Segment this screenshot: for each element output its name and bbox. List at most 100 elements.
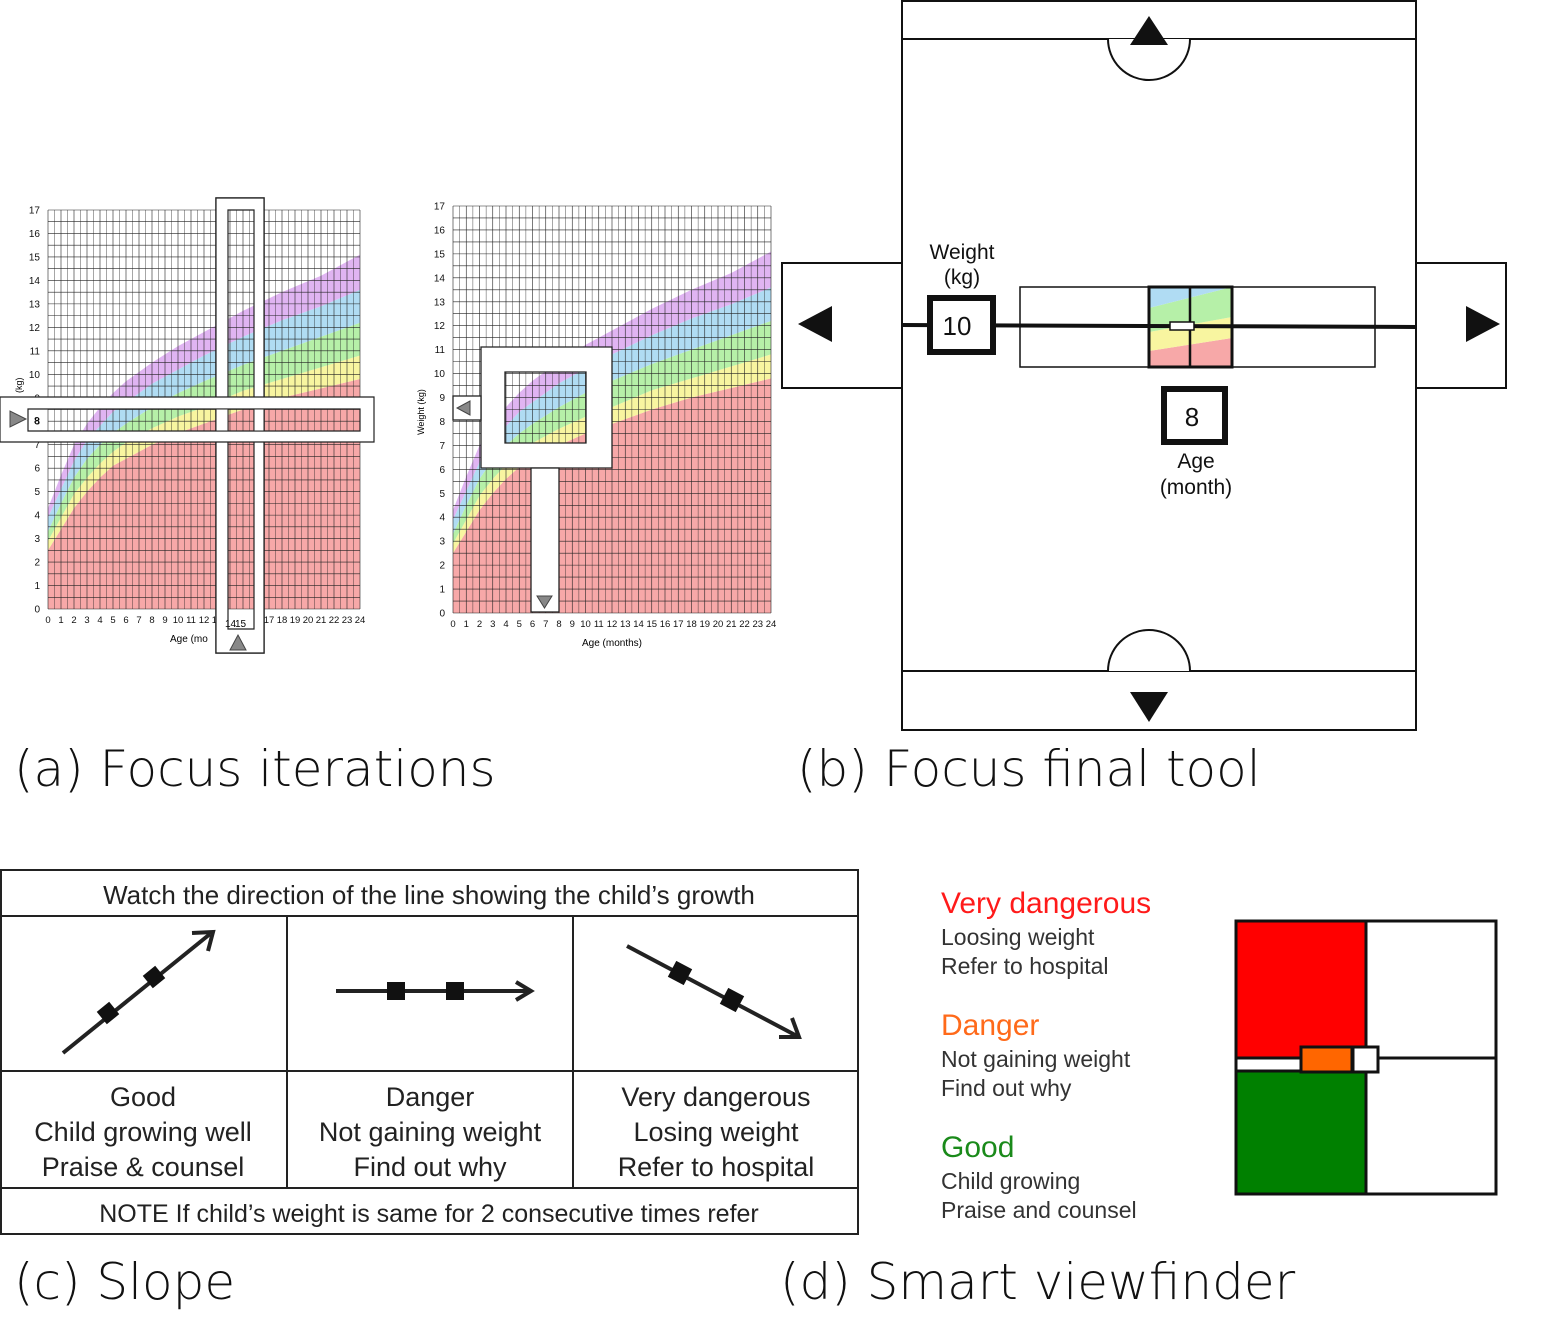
age-label-line1: Age — [1177, 450, 1214, 473]
slope-very-dangerous-line3: Refer to hospital — [618, 1152, 815, 1182]
tool-up-arrow-icon[interactable] — [1130, 16, 1168, 45]
c1-xtick-8: 8 — [149, 615, 154, 626]
c2-xtick-8: 8 — [556, 619, 561, 630]
c1-xtick-9: 9 — [162, 615, 167, 626]
c1-xtick-22: 22 — [329, 615, 340, 626]
c1-ytick-17: 17 — [29, 206, 41, 217]
smart-viewfinder[interactable] — [1236, 921, 1496, 1194]
c2-ytick-4: 4 — [439, 513, 445, 524]
c1-xtick-19: 19 — [290, 615, 301, 626]
c1-xtick-21: 21 — [316, 615, 327, 626]
chart2: 01234567891011121314151617 0 1 2 3 4 5 6 7 8 9 10 1… — [416, 202, 776, 650]
c2-xtick-20: 20 — [713, 619, 724, 630]
tool-left-panel[interactable] — [782, 263, 902, 388]
tool-age-marker — [1170, 322, 1194, 330]
c1-xtick-0: 0 — [45, 615, 50, 626]
c2-xtick-6: 6 — [530, 619, 535, 630]
c1-xtick-1: 1 — [58, 615, 63, 626]
chart1-cross-center-fill — [216, 409, 228, 431]
c1-ytick-10: 10 — [29, 370, 41, 381]
c1-xtick-18: 18 — [277, 615, 288, 626]
legend-very-dangerous-line1: Loosing weight — [941, 924, 1095, 950]
good-arrow-line — [63, 934, 210, 1053]
c2-xtick-9: 9 — [570, 619, 575, 630]
c1-ytick-13: 13 — [29, 299, 41, 310]
legend-very-dangerous-line2: Refer to hospital — [941, 953, 1108, 979]
c2-ytick-13: 13 — [434, 297, 446, 308]
c1-ytick-2: 2 — [34, 558, 40, 569]
c1-xtick-2: 2 — [71, 615, 76, 626]
slope-danger-line2: Not gaining weight — [319, 1117, 542, 1147]
very-dangerous-arrow-line — [627, 946, 797, 1036]
c2-ytick-11: 11 — [435, 345, 446, 356]
legend-very-dangerous-title: Very dangerous — [941, 887, 1151, 920]
weight-label-line2: (kg) — [944, 266, 980, 289]
c1-xtick-3: 3 — [84, 615, 89, 626]
legend-good-line1: Child growing — [941, 1168, 1080, 1194]
danger-marker-1 — [387, 982, 405, 1000]
chart2-x-axis-label: Age (months) — [582, 638, 642, 649]
tool-down-arrow-icon[interactable] — [1130, 692, 1168, 722]
slope-very-dangerous-line2: Losing weight — [633, 1117, 799, 1147]
c1-ytick-15: 15 — [29, 252, 41, 263]
c2-xtick-23: 23 — [752, 619, 763, 630]
c1-ytick-6: 6 — [34, 464, 40, 475]
c2-xtick-24: 24 — [766, 619, 777, 630]
c2-ytick-9: 9 — [439, 393, 445, 404]
chart1-cross-center-fill-right — [254, 409, 264, 431]
c2-xtick-1: 1 — [464, 619, 469, 630]
c2-ytick-2: 2 — [439, 561, 445, 572]
c2-xtick-10: 10 — [580, 619, 591, 630]
caption-d: (d) Smart viewfinder — [780, 1253, 1295, 1311]
legend-good-line2: Praise and counsel — [941, 1197, 1137, 1223]
c1-xtick-11: 11 — [186, 615, 196, 626]
c2-ytick-3: 3 — [439, 537, 445, 548]
focus-final-tool: Weight (kg) 10 8 Age (month) — [782, 1, 1506, 730]
c2-ytick-14: 14 — [434, 273, 446, 284]
c2-xtick-4: 4 — [503, 619, 508, 630]
c2-ytick-5: 5 — [439, 489, 445, 500]
c1-xtick-10: 10 — [173, 615, 184, 626]
c2-ytick-15: 15 — [434, 249, 446, 260]
c2-xtick-12: 12 — [607, 619, 618, 630]
chart2-y-axis-label: Weight (kg) — [416, 389, 426, 435]
caption-b: (b) Focus final tool — [797, 740, 1261, 798]
c1-xtick-5: 5 — [110, 615, 115, 626]
c1-xtick-12: 12 — [199, 615, 210, 626]
c2-xtick-22: 22 — [739, 619, 750, 630]
viewfinder-top-right-quadrant — [1366, 921, 1496, 1058]
viewfinder-red-quadrant — [1236, 921, 1366, 1058]
slope-note: NOTE If child’s weight is same for 2 con… — [99, 1200, 759, 1228]
chart1-x-ticks: 0123456789101112131718192021222324 — [45, 615, 365, 626]
chart2-vertical-rail[interactable] — [531, 468, 559, 612]
slope-table: Watch the direction of the line showing … — [1, 870, 858, 1234]
chart2-x-ticks: 0 1 2 3 4 5 6 7 8 9 10 11 12 13 14 15 16 17 18 19 20 21 22 23 24 — [450, 619, 776, 630]
viewfinder-bottom-right-quadrant — [1366, 1058, 1496, 1194]
c1-ytick-14: 14 — [29, 276, 41, 287]
c1-xtick-6: 6 — [123, 615, 128, 626]
c1-ytick-4: 4 — [34, 511, 40, 522]
slope-good-line2: Child growing well — [34, 1117, 252, 1147]
age-value: 8 — [1185, 402, 1199, 432]
c2-ytick-7: 7 — [439, 441, 445, 452]
c2-ytick-10: 10 — [434, 369, 446, 380]
c2-xtick-16: 16 — [660, 619, 671, 630]
c1-ytick-3: 3 — [34, 534, 40, 545]
c2-xtick-3: 3 — [490, 619, 495, 630]
viewfinder-green-quadrant — [1236, 1071, 1366, 1194]
c2-ytick-12: 12 — [434, 321, 446, 332]
legend-danger-line2: Find out why — [941, 1075, 1072, 1101]
danger-marker-2 — [446, 982, 464, 1000]
c1-ytick-5: 5 — [34, 487, 40, 498]
chart1-x-axis-label: Age (mo — [170, 634, 208, 645]
age-label-line2: (month) — [1160, 476, 1232, 499]
c2-ytick-6: 6 — [439, 465, 445, 476]
caption-a: (a) Focus iterations — [14, 740, 496, 798]
weight-label-line1: Weight — [930, 241, 995, 264]
legend-danger-line1: Not gaining weight — [941, 1046, 1131, 1072]
c2-xtick-7: 7 — [543, 619, 548, 630]
c2-xtick-15: 15 — [646, 619, 657, 630]
